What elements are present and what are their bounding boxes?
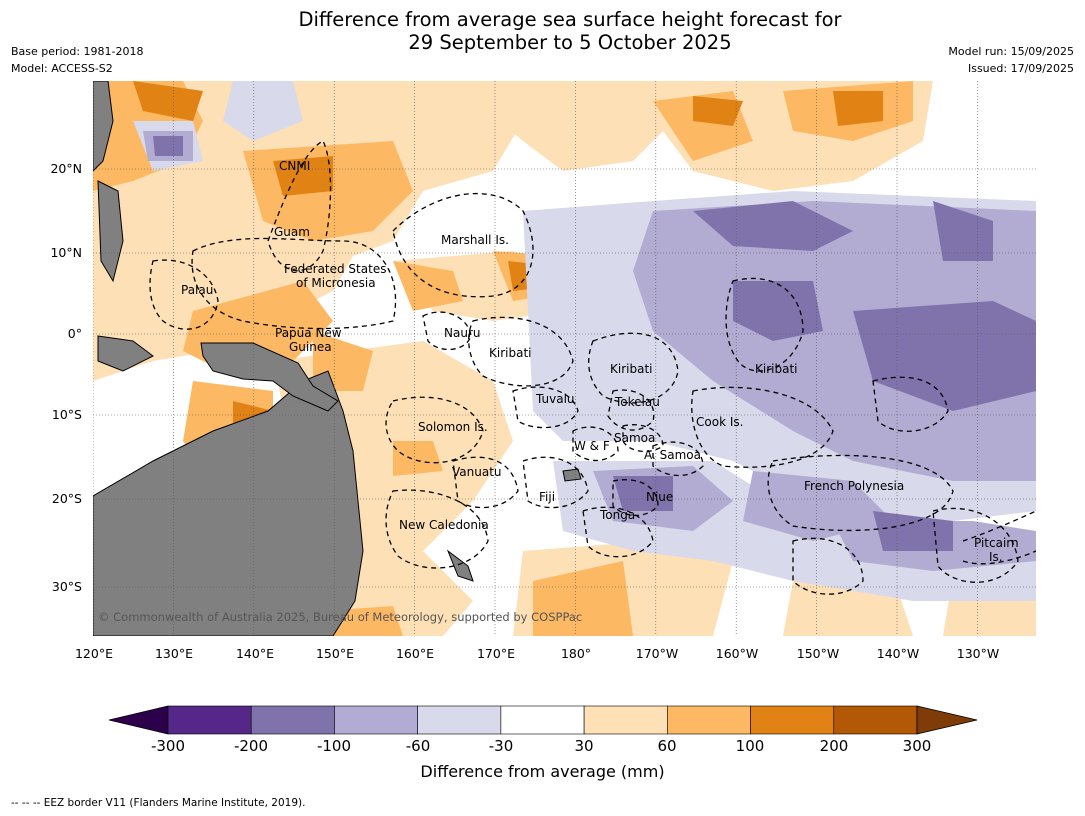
copyright-notice: © Commonwealth of Australia 2025, Bureau… [98,610,582,624]
indonesia [97,335,154,372]
lat-label-20n: 20°N [50,161,82,176]
meta-right: Model run: 15/09/2025 Issued: 17/09/2025 [948,43,1074,77]
label-palau: Palau [181,283,213,297]
label-new-caledonia: New Caledonia [399,518,489,532]
colorbar-tick-9: 300 [902,737,932,755]
label-cook: Cook Is. [696,415,743,429]
title-line-2: 29 September to 5 October 2025 [408,31,732,54]
label-pitcairn-2: Is. [989,550,1003,564]
new-caledonia [446,549,474,582]
colorbar-tick-0: -300 [150,737,186,755]
anomaly-neg100-200 [153,136,1036,551]
lon-label-180: 180° [560,646,592,661]
label-kiribati-w: Kiribati [489,346,531,360]
lon-label-150w: 150°W [796,646,840,661]
lon-label-130w: 130°W [956,646,1000,661]
lat-label-20s: 20°S [51,491,82,506]
asia-coast [93,81,114,172]
label-vanuatu: Vanuatu [452,465,502,479]
colorbar-extend-high [916,705,978,735]
base-period: Base period: 1981-2018 [11,45,144,58]
lat-label-10n: 10°N [50,245,82,260]
colorbar-title: Difference from average (mm) [420,762,665,781]
label-french-polynesia: French Polynesia [804,479,904,493]
map-panel: CNMI Guam Marshall Is. Federated States … [93,81,1036,636]
label-wf: W & F [574,439,610,453]
label-guam: Guam [274,225,310,239]
colorbar-tick-4: -30 [488,737,514,755]
label-tuvalu: Tuvalu [535,392,575,406]
map-title: Difference from average sea surface heig… [0,8,1085,54]
land [93,81,582,636]
lon-label-160e: 160°E [395,646,434,661]
label-samoa: Samoa [614,431,655,445]
model-name: Model: ACCESS-S2 [11,62,113,75]
colorbar-segment [583,705,668,735]
label-fiji: Fiji [539,490,555,504]
issued-date: Issued: 17/09/2025 [967,62,1074,75]
australia [93,370,364,636]
colorbar-segment [750,705,835,735]
lon-label-160w: 160°W [715,646,759,661]
colorbar-tick-2: -100 [316,737,352,755]
colorbar-segments [167,705,918,735]
colorbar [108,705,978,735]
title-line-1: Difference from average sea surface heig… [298,8,842,31]
label-solomon: Solomon Is. [418,420,488,434]
colorbar-tick-5: 30 [574,737,594,755]
model-run: Model run: 15/09/2025 [948,45,1074,58]
colorbar-segment [500,705,585,735]
label-asamoa: A. Samoa [644,448,701,462]
colorbar-segment [167,705,252,735]
label-kiribati-c: Kiribati [610,362,652,376]
meta-left: Base period: 1981-2018 Model: ACCESS-S2 [11,43,143,77]
colorbar-tick-6: 60 [657,737,677,755]
colorbar-segment [667,705,751,735]
anomaly-field [93,81,1036,636]
new-guinea [200,342,339,412]
colorbar-tick-7: 100 [735,737,765,755]
lat-label-10s: 10°S [51,407,82,422]
label-marshall: Marshall Is. [441,233,509,247]
gridlines [93,81,1036,636]
lon-label-140e: 140°E [235,646,274,661]
colorbar-extend-low [108,705,169,735]
lon-label-130e: 130°E [154,646,193,661]
label-fsm-2: of Micronesia [296,276,376,290]
philippines [97,180,124,283]
label-tonga: Tonga [599,508,635,522]
label-png-1: Papua New [275,326,342,340]
lon-label-120e: 120°E [74,646,113,661]
colorbar-segment [250,705,335,735]
label-niue: Niue [646,490,673,504]
label-nauru: Nauru [444,326,480,340]
footer-eez-note: -- -- -- EEZ border V11 (Flanders Marine… [11,797,306,809]
label-tokelau: Tokelau [614,395,660,409]
colorbar-tick-1: -200 [233,737,269,755]
colorbar-tick-3: -60 [405,737,431,755]
label-kiribati-e: Kiribati [755,362,797,376]
colorbar-segment [417,705,502,735]
country-labels: CNMI Guam Marshall Is. Federated States … [181,159,1019,564]
lon-label-150e: 150°E [315,646,354,661]
eez-borders [149,140,1036,595]
lon-label-170e: 170°E [476,646,515,661]
fiji [562,468,582,482]
lat-label-30s: 30°S [51,579,82,594]
label-fsm-1: Federated States [284,262,386,276]
lat-label-0: 0° [67,326,82,341]
label-cnmi: CNMI [279,159,310,173]
label-pitcairn-1: Pitcairn [974,536,1019,550]
colorbar-segment [334,705,418,735]
lon-label-140w: 140°W [876,646,920,661]
label-png-2: Guinea [289,340,332,354]
colorbar-tick-8: 200 [819,737,849,755]
lon-label-170w: 170°W [635,646,679,661]
colorbar-segment [833,705,918,735]
